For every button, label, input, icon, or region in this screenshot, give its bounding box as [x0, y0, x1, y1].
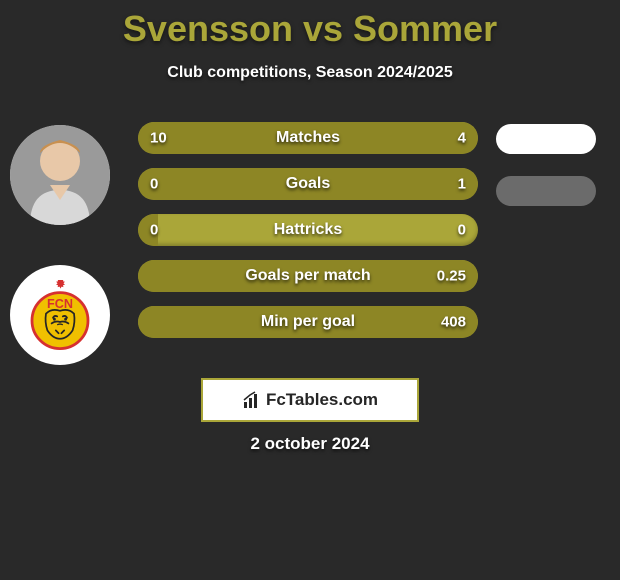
brand-box: FcTables.com	[201, 378, 419, 422]
stat-row-goals-per-match: Goals per match 0.25	[138, 260, 478, 292]
stat-value-right: 408	[441, 314, 466, 331]
chart-icon	[242, 390, 262, 410]
svg-text:FCN: FCN	[47, 297, 73, 311]
avatar-column: FCN	[10, 125, 110, 405]
stat-row-matches: 10 Matches 4	[138, 122, 478, 154]
stat-label: Min per goal	[138, 313, 478, 331]
club-badge-icon: FCN	[25, 280, 95, 350]
stat-row-min-per-goal: Min per goal 408	[138, 306, 478, 338]
comparison-title: Svensson vs Sommer	[0, 0, 620, 50]
stat-label: Matches	[138, 129, 478, 147]
stat-value-right: 4	[458, 130, 466, 147]
indicator-pill-1	[496, 124, 596, 154]
club-avatar: FCN	[10, 265, 110, 365]
stat-value-right: 0.25	[437, 268, 466, 285]
stat-label: Goals per match	[138, 267, 478, 285]
stats-bars: 10 Matches 4 0 Goals 1 0 Hattricks 0 Goa…	[138, 122, 478, 352]
stat-row-hattricks: 0 Hattricks 0	[138, 214, 478, 246]
stat-value-right: 0	[458, 222, 466, 239]
brand-text: FcTables.com	[266, 390, 378, 410]
stat-value-right: 1	[458, 176, 466, 193]
person-icon	[10, 125, 110, 225]
comparison-subtitle: Club competitions, Season 2024/2025	[0, 64, 620, 82]
generation-date: 2 october 2024	[250, 434, 369, 454]
stat-label: Goals	[138, 175, 478, 193]
stat-row-goals: 0 Goals 1	[138, 168, 478, 200]
stat-label: Hattricks	[138, 221, 478, 239]
indicator-pill-2	[496, 176, 596, 206]
player-avatar	[10, 125, 110, 225]
